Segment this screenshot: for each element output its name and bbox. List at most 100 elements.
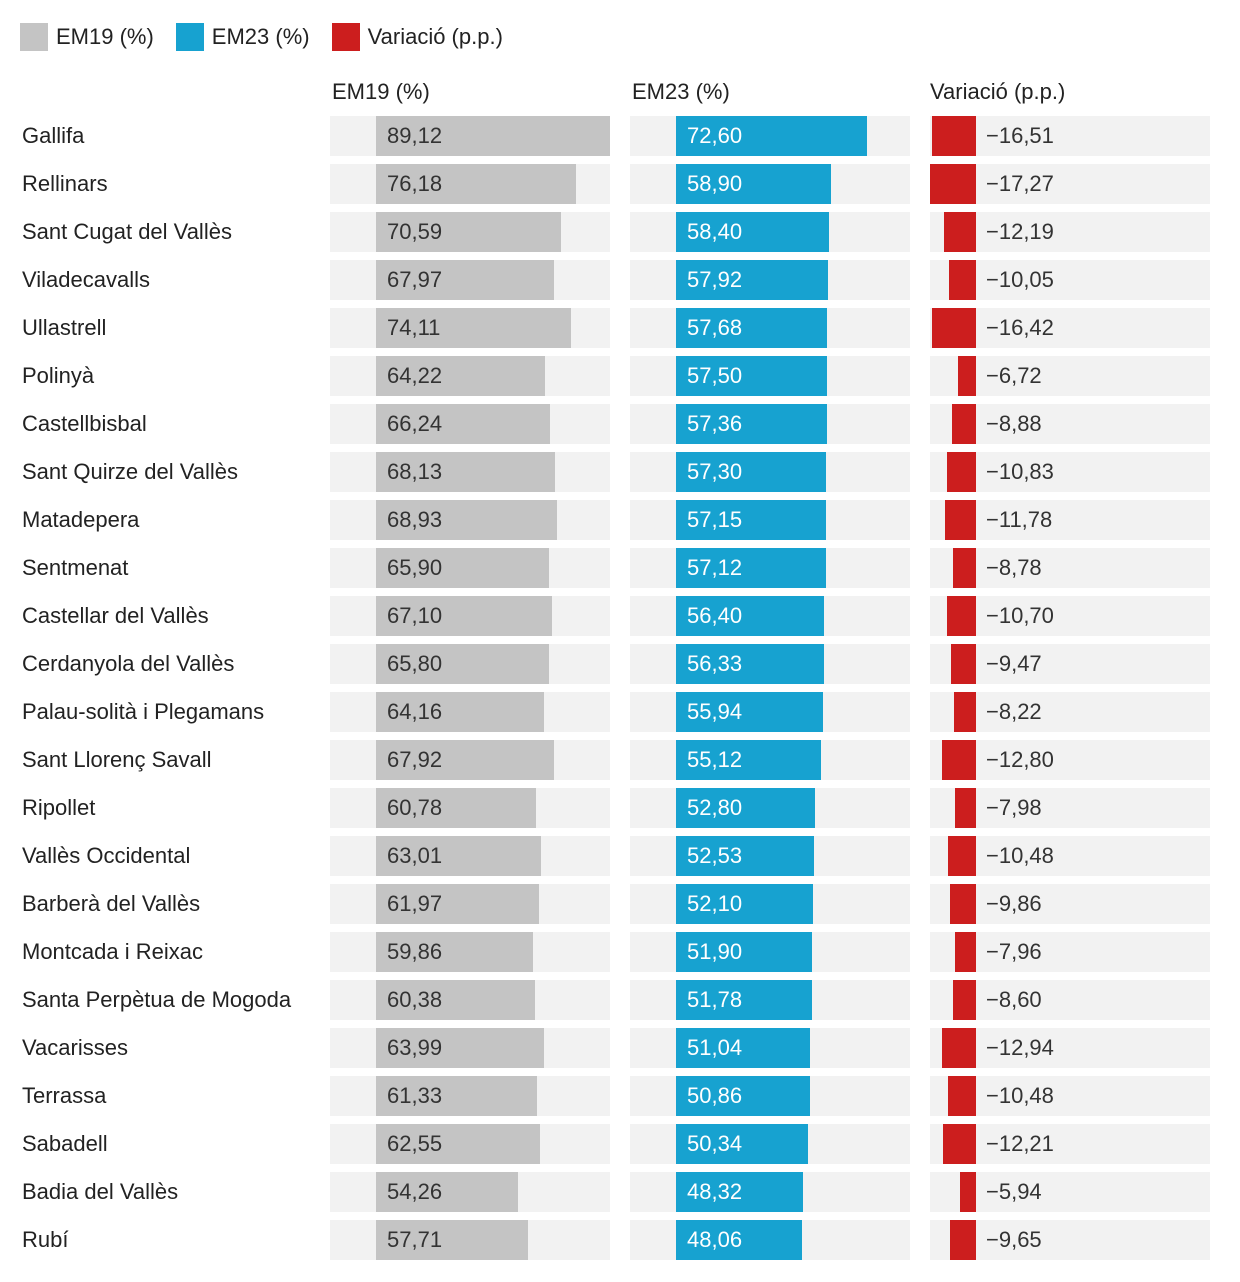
- bar-em23: [676, 692, 823, 732]
- cell-background-variacio: [930, 548, 1210, 588]
- row-label: Gallifa: [22, 123, 85, 148]
- bar-em23: [676, 356, 827, 396]
- value-label-variacio: −6,72: [986, 363, 1042, 388]
- row-label: Barberà del Vallès: [22, 891, 201, 916]
- value-label-variacio: −11,78: [986, 507, 1053, 532]
- value-label-em19: 68,93: [387, 507, 443, 532]
- bar-em19: [376, 548, 550, 588]
- bar-em19: [376, 596, 553, 636]
- bar-em19: [376, 1124, 541, 1164]
- bar-em23: [676, 500, 827, 540]
- cell-background-variacio: [930, 1220, 1210, 1260]
- cell-background-variacio: [930, 356, 1210, 396]
- value-label-variacio: −12,19: [986, 219, 1054, 244]
- value-label-variacio: −9,47: [986, 651, 1042, 676]
- value-label-variacio: −10,48: [986, 843, 1054, 868]
- bar-em23: [676, 980, 812, 1020]
- row-label: Sabadell: [22, 1131, 108, 1156]
- bar-em19: [376, 164, 577, 204]
- value-label-em23: 57,30: [687, 459, 743, 484]
- value-label-variacio: −12,21: [986, 1131, 1054, 1156]
- value-label-em23: 51,04: [687, 1035, 743, 1060]
- row-label: Polinyà: [22, 363, 95, 388]
- value-label-em19: 64,22: [387, 363, 443, 388]
- bar-em23: [676, 404, 827, 444]
- bar-em23: [676, 836, 814, 876]
- value-label-variacio: −8,22: [986, 699, 1042, 724]
- row-label: Ullastrell: [22, 315, 107, 340]
- bar-em19: [376, 980, 535, 1020]
- bar-em23: [676, 740, 821, 780]
- bar-em19: [376, 836, 542, 876]
- bar-em23: [676, 1028, 810, 1068]
- bar-variacio: [943, 212, 976, 252]
- bar-em19: [376, 260, 555, 300]
- row-label: Rubí: [22, 1227, 69, 1252]
- value-label-variacio: −9,65: [986, 1227, 1042, 1252]
- row-label: Castellar del Vallès: [22, 603, 209, 628]
- cell-background-variacio: [930, 980, 1210, 1020]
- column-header-em23: EM23 (%): [632, 79, 730, 104]
- value-label-em19: 57,71: [387, 1227, 443, 1252]
- bar-em19: [376, 644, 549, 684]
- value-label-em19: 64,16: [387, 699, 443, 724]
- bar-em23: [676, 884, 813, 924]
- value-label-em19: 68,13: [387, 459, 443, 484]
- column-header-em19: EM19 (%): [332, 79, 430, 104]
- row-label: Sant Llorenç Savall: [22, 747, 212, 772]
- bar-em19: [376, 1172, 519, 1212]
- bar-variacio: [947, 596, 976, 636]
- bar-em23: [676, 1076, 810, 1116]
- value-label-em19: 70,59: [387, 219, 443, 244]
- value-label-em23: 58,90: [687, 171, 743, 196]
- value-label-variacio: −9,86: [986, 891, 1042, 916]
- cell-background-variacio: [930, 884, 1210, 924]
- bar-em19: [376, 116, 610, 156]
- row-label: Santa Perpètua de Mogoda: [22, 987, 292, 1012]
- value-label-em23: 50,34: [687, 1131, 743, 1156]
- bar-em23: [676, 1220, 803, 1260]
- row-label: Sentmenat: [22, 555, 129, 580]
- value-label-variacio: −8,78: [986, 555, 1042, 580]
- value-label-em19: 61,33: [387, 1083, 443, 1108]
- legend-item-variacio: Variació (p.p.): [331, 23, 503, 51]
- value-label-em23: 57,68: [687, 315, 743, 340]
- value-label-em19: 63,99: [387, 1035, 443, 1060]
- bar-variacio: [943, 1124, 976, 1164]
- row-label: Palau-solità i Plegamans: [22, 699, 265, 724]
- bar-em19: [376, 932, 534, 972]
- value-label-em23: 52,10: [687, 891, 743, 916]
- value-label-em19: 74,11: [387, 315, 441, 340]
- value-label-em19: 61,97: [387, 891, 443, 916]
- bar-variacio: [930, 164, 976, 204]
- bar-em19: [376, 452, 555, 492]
- value-label-variacio: −10,48: [986, 1083, 1054, 1108]
- bar-em23: [676, 212, 830, 252]
- value-label-em19: 59,86: [387, 939, 443, 964]
- row-label: Castellbisbal: [22, 411, 147, 436]
- value-label-em23: 52,80: [687, 795, 743, 820]
- legend-swatch: [331, 23, 360, 51]
- value-label-em23: 55,12: [687, 747, 743, 772]
- value-label-variacio: −12,94: [986, 1035, 1054, 1060]
- bar-variacio: [958, 356, 976, 396]
- value-label-em19: 67,92: [387, 747, 443, 772]
- column-header-variacio: Variació (p.p.): [930, 79, 1066, 104]
- value-label-em23: 48,32: [687, 1179, 743, 1204]
- bar-em23: [676, 452, 827, 492]
- row-label: Sant Cugat del Vallès: [22, 219, 232, 244]
- value-label-em23: 48,06: [687, 1227, 743, 1252]
- bar-variacio: [950, 644, 976, 684]
- cell-background-variacio: [930, 1028, 1210, 1068]
- value-label-em23: 58,40: [687, 219, 743, 244]
- cell-background-variacio: [930, 1172, 1210, 1212]
- value-label-em19: 60,78: [387, 795, 443, 820]
- cell-background-variacio: [930, 164, 1210, 204]
- bar-em23: [676, 596, 825, 636]
- row-label: Montcada i Reixac: [22, 939, 203, 964]
- value-label-variacio: −8,88: [986, 411, 1042, 436]
- bar-em19: [376, 1076, 538, 1116]
- value-label-em19: 62,55: [387, 1131, 443, 1156]
- row-label: Vacarisses: [22, 1035, 128, 1060]
- value-label-em23: 55,94: [687, 699, 743, 724]
